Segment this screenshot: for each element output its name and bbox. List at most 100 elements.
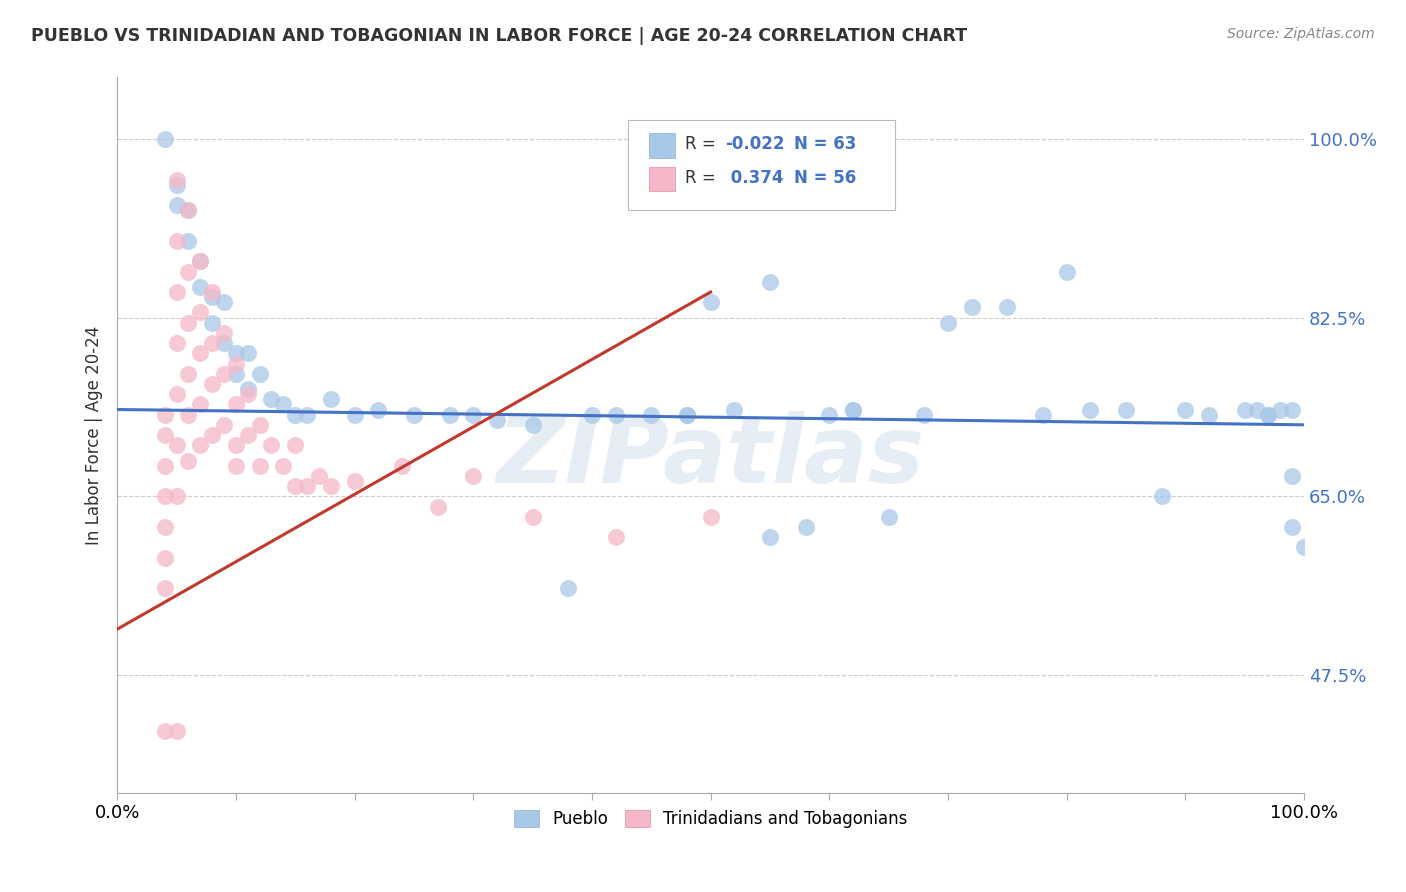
Point <box>177 367 200 381</box>
Point <box>188 254 211 268</box>
Point <box>319 392 342 407</box>
Point <box>284 479 307 493</box>
Point <box>188 254 211 268</box>
Point <box>166 336 188 351</box>
Point <box>295 479 318 493</box>
Point <box>201 376 224 391</box>
Point <box>177 264 200 278</box>
Point <box>153 132 176 146</box>
Point <box>605 530 627 544</box>
Point <box>188 305 211 319</box>
Point <box>439 408 461 422</box>
Point <box>759 275 782 289</box>
Point <box>936 316 959 330</box>
Point <box>426 500 449 514</box>
Point <box>273 397 295 411</box>
Text: 0.374: 0.374 <box>725 169 783 186</box>
Point <box>995 301 1018 315</box>
Point <box>166 234 188 248</box>
Point <box>794 520 817 534</box>
Legend: Pueblo, Trinidadians and Tobagonians: Pueblo, Trinidadians and Tobagonians <box>508 803 914 834</box>
Text: PUEBLO VS TRINIDADIAN AND TOBAGONIAN IN LABOR FORCE | AGE 20-24 CORRELATION CHAR: PUEBLO VS TRINIDADIAN AND TOBAGONIAN IN … <box>31 27 967 45</box>
Point <box>188 346 211 360</box>
Point <box>605 408 627 422</box>
Point <box>260 438 283 452</box>
Point <box>188 397 211 411</box>
Point <box>1257 408 1279 422</box>
Point <box>640 408 662 422</box>
Point <box>153 550 176 565</box>
Point <box>225 346 247 360</box>
Point <box>201 290 224 304</box>
Text: N = 56: N = 56 <box>794 169 856 186</box>
Point <box>153 428 176 442</box>
Point <box>1115 402 1137 417</box>
Point <box>842 402 865 417</box>
Text: R =: R = <box>685 169 720 186</box>
Point <box>295 408 318 422</box>
Point <box>1233 402 1256 417</box>
Point <box>236 382 259 396</box>
Point <box>402 408 425 422</box>
Point <box>1080 402 1102 417</box>
Point <box>212 417 235 432</box>
Point <box>177 234 200 248</box>
Point <box>201 336 224 351</box>
Point <box>676 408 699 422</box>
Point <box>236 387 259 401</box>
Point <box>166 198 188 212</box>
Point <box>273 458 295 473</box>
Text: -0.022: -0.022 <box>725 135 785 153</box>
Point <box>236 428 259 442</box>
Point <box>212 326 235 340</box>
Point <box>177 203 200 218</box>
Point <box>177 453 200 467</box>
Point <box>153 489 176 503</box>
Point <box>308 469 330 483</box>
Point <box>153 458 176 473</box>
FancyBboxPatch shape <box>650 133 675 158</box>
Point <box>225 367 247 381</box>
Point <box>463 469 485 483</box>
Point <box>759 530 782 544</box>
Point <box>1281 469 1303 483</box>
Text: N = 63: N = 63 <box>794 135 856 153</box>
Point <box>284 408 307 422</box>
Point <box>260 392 283 407</box>
Point <box>699 509 721 524</box>
Text: Source: ZipAtlas.com: Source: ZipAtlas.com <box>1227 27 1375 41</box>
Point <box>485 413 508 427</box>
Point <box>153 408 176 422</box>
Point <box>676 408 699 422</box>
Point <box>166 285 188 299</box>
Point <box>912 408 935 422</box>
Point <box>1150 489 1173 503</box>
Point <box>177 316 200 330</box>
Point <box>699 295 721 310</box>
Point <box>153 724 176 739</box>
Point <box>1270 402 1292 417</box>
Point <box>557 582 579 596</box>
Point <box>166 178 188 192</box>
Text: ZIPatlas: ZIPatlas <box>496 410 925 502</box>
Point <box>249 458 271 473</box>
Point <box>284 438 307 452</box>
Point <box>166 387 188 401</box>
Point <box>343 474 366 488</box>
Y-axis label: In Labor Force | Age 20-24: In Labor Force | Age 20-24 <box>86 326 103 545</box>
Point <box>877 509 900 524</box>
Point <box>153 520 176 534</box>
Point <box>391 458 413 473</box>
Point <box>201 428 224 442</box>
Point <box>463 408 485 422</box>
Point <box>236 346 259 360</box>
Point <box>166 438 188 452</box>
Point <box>188 280 211 294</box>
Point <box>249 367 271 381</box>
Point <box>1294 541 1316 555</box>
Point <box>319 479 342 493</box>
Point <box>212 295 235 310</box>
Point <box>1246 402 1268 417</box>
Text: R =: R = <box>685 135 720 153</box>
Point <box>166 724 188 739</box>
